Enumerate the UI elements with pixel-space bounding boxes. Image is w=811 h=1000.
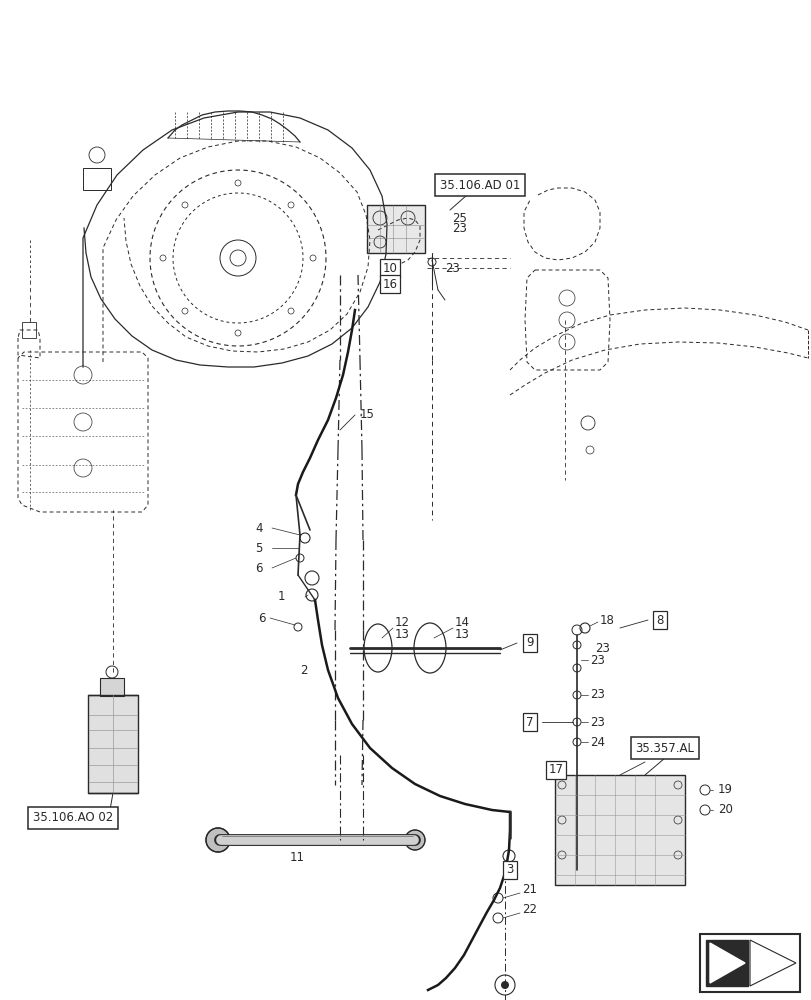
Text: 22: 22 bbox=[521, 903, 536, 916]
Text: 7: 7 bbox=[526, 716, 533, 728]
Text: 13: 13 bbox=[454, 629, 470, 642]
Text: 14: 14 bbox=[454, 615, 470, 629]
Circle shape bbox=[206, 828, 230, 852]
Text: 9: 9 bbox=[526, 637, 533, 650]
Text: 4: 4 bbox=[255, 522, 262, 534]
Bar bbox=[22, 322, 36, 338]
Text: 5: 5 bbox=[255, 542, 262, 554]
Polygon shape bbox=[705, 940, 747, 986]
Text: 21: 21 bbox=[521, 883, 536, 896]
Circle shape bbox=[405, 830, 424, 850]
Bar bbox=[699, 934, 799, 992]
Text: 20: 20 bbox=[717, 803, 732, 816]
Text: 23: 23 bbox=[590, 716, 604, 728]
Text: 6: 6 bbox=[255, 562, 262, 574]
Text: 35.106.AD 01: 35.106.AD 01 bbox=[440, 179, 520, 192]
Text: 35.357.AL: 35.357.AL bbox=[635, 742, 693, 754]
Text: 12: 12 bbox=[394, 615, 410, 629]
Text: 11: 11 bbox=[290, 851, 305, 864]
Text: 2: 2 bbox=[300, 664, 307, 676]
Polygon shape bbox=[749, 940, 795, 986]
Text: 18: 18 bbox=[599, 613, 614, 626]
Text: 23: 23 bbox=[590, 688, 604, 702]
Text: 24: 24 bbox=[590, 736, 604, 748]
Text: 23: 23 bbox=[444, 261, 459, 274]
Text: 10: 10 bbox=[382, 261, 397, 274]
Text: 23: 23 bbox=[590, 654, 604, 666]
Text: 23: 23 bbox=[452, 222, 466, 234]
Bar bbox=[367, 205, 424, 253]
Text: 17: 17 bbox=[547, 763, 563, 776]
Circle shape bbox=[500, 981, 508, 989]
Text: 25: 25 bbox=[452, 212, 466, 225]
Text: 13: 13 bbox=[394, 629, 410, 642]
Polygon shape bbox=[709, 943, 744, 983]
Text: 15: 15 bbox=[359, 408, 375, 422]
Text: 16: 16 bbox=[382, 277, 397, 290]
Text: 19: 19 bbox=[717, 783, 732, 796]
Bar bbox=[554, 775, 684, 885]
Bar bbox=[100, 678, 124, 696]
Text: 8: 8 bbox=[655, 613, 663, 626]
Bar bbox=[88, 695, 138, 793]
Text: 23: 23 bbox=[594, 642, 609, 654]
Bar bbox=[83, 168, 111, 190]
Text: 35.106.AO 02: 35.106.AO 02 bbox=[32, 811, 113, 824]
Text: 1: 1 bbox=[277, 590, 285, 603]
Text: 3: 3 bbox=[506, 863, 513, 876]
Text: 6: 6 bbox=[258, 611, 265, 624]
